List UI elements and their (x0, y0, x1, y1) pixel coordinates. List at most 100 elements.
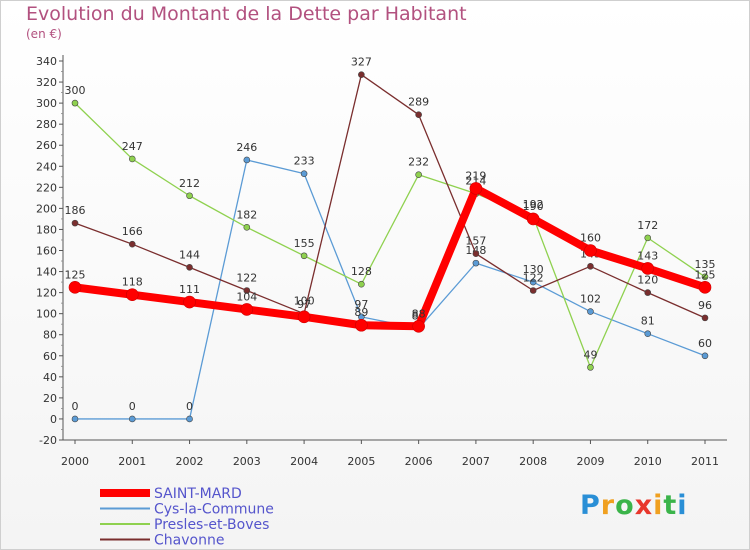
x-tick-label: 2007 (462, 455, 490, 468)
data-label-Presles-et-Boves: 300 (65, 84, 86, 97)
data-label-Cys-la-Commune: 60 (698, 337, 712, 350)
x-tick-label: 2006 (405, 455, 433, 468)
data-point-Chavonne (358, 71, 365, 78)
data-point-SAINT-MARD (240, 303, 254, 316)
x-tick-label: 2002 (176, 455, 204, 468)
x-tick-label: 2008 (519, 455, 547, 468)
data-point-Cys-la-Commune (529, 278, 537, 286)
y-tick-label: 0 (50, 413, 57, 426)
data-label-Chavonne: 166 (122, 225, 143, 238)
data-label-Chavonne: 100 (294, 295, 315, 308)
data-point-Presles-et-Boves (186, 192, 193, 200)
data-label-SAINT-MARD: 143 (637, 249, 658, 262)
data-point-Cys-la-Commune (701, 352, 709, 360)
data-point-Presles-et-Boves (644, 234, 652, 242)
data-point-Chavonne (415, 111, 422, 118)
data-label-SAINT-MARD: 125 (695, 268, 716, 281)
data-point-Presles-et-Boves (587, 364, 594, 371)
y-tick-label: 160 (36, 245, 57, 258)
data-point-Chavonne (587, 262, 594, 270)
data-point-Cys-la-Commune (71, 415, 79, 423)
data-point-Presles-et-Boves (71, 99, 79, 107)
data-label-Cys-la-Commune: 0 (186, 400, 193, 413)
data-point-Chavonne (71, 219, 79, 227)
data-point-SAINT-MARD (698, 281, 712, 294)
data-label-Chavonne: 122 (236, 272, 257, 285)
legend-label-Cys-la-Commune: Cys-la-Commune (154, 502, 274, 518)
y-tick-label: 340 (36, 55, 57, 68)
data-label-Chavonne: 327 (351, 56, 372, 69)
x-tick-label: 2000 (61, 455, 89, 468)
data-label-Presles-et-Boves: 214 (465, 175, 486, 188)
data-label-Chavonne: 120 (637, 274, 658, 287)
series-line-Presles-et-Boves (74, 102, 706, 369)
data-point-Cys-la-Commune (472, 259, 480, 267)
data-point-Chavonne (472, 250, 480, 257)
data-point-SAINT-MARD (526, 212, 540, 226)
data-label-Presles-et-Boves: 182 (236, 208, 257, 221)
data-label-Cys-la-Commune: 246 (236, 141, 257, 154)
data-label-Presles-et-Boves: 212 (179, 177, 200, 190)
legend-label-SAINT-MARD: SAINT-MARD (154, 486, 242, 502)
data-point-Cys-la-Commune (186, 415, 193, 423)
y-tick-label: 20 (43, 392, 57, 405)
data-label-SAINT-MARD: 111 (179, 283, 200, 296)
data-point-Presles-et-Boves (415, 171, 422, 178)
data-label-SAINT-MARD: 97 (297, 298, 311, 311)
y-tick-label: -20 (39, 434, 57, 447)
data-label-Cys-la-Commune: 130 (523, 263, 544, 276)
data-point-Presles-et-Boves (128, 155, 136, 163)
data-point-Chavonne (644, 289, 652, 296)
data-label-Chavonne: 186 (65, 204, 86, 217)
y-tick-label: 120 (36, 287, 57, 300)
series-line-SAINT-MARD (71, 184, 709, 331)
data-label-SAINT-MARD: 160 (580, 232, 601, 245)
legend-label-Chavonne: Chavonne (154, 533, 224, 549)
data-point-SAINT-MARD (68, 281, 82, 294)
data-label-SAINT-MARD: 89 (354, 306, 368, 319)
data-point-Cys-la-Commune (644, 330, 652, 337)
data-point-SAINT-MARD (297, 310, 311, 324)
x-tick-label: 2003 (233, 455, 261, 468)
data-label-Presles-et-Boves: 155 (294, 237, 315, 250)
data-point-Chavonne (128, 240, 136, 248)
y-tick-label: 180 (36, 223, 57, 236)
y-tick-label: 260 (36, 139, 57, 152)
data-label-Presles-et-Boves: 135 (695, 258, 716, 271)
data-point-Presles-et-Boves (300, 252, 308, 260)
y-tick-label: 80 (43, 329, 57, 342)
y-tick-label: 60 (43, 350, 57, 363)
data-label-Cys-la-Commune: 97 (354, 298, 368, 311)
data-label-SAINT-MARD: 118 (122, 276, 143, 289)
data-label-Chavonne: 289 (408, 96, 429, 109)
data-label-Cys-la-Commune: 0 (72, 400, 79, 413)
data-label-SAINT-MARD: 88 (412, 307, 426, 320)
data-point-SAINT-MARD (469, 182, 483, 195)
series-line-Cys-la-Commune (74, 159, 706, 420)
data-label-Cys-la-Commune: 81 (641, 315, 655, 328)
data-point-Chavonne (529, 287, 537, 294)
data-label-Presles-et-Boves: 172 (637, 219, 658, 232)
data-point-SAINT-MARD (355, 318, 368, 332)
data-point-SAINT-MARD (412, 319, 425, 333)
data-label-Cys-la-Commune: 0 (129, 400, 136, 413)
data-label-Presles-et-Boves: 49 (583, 348, 597, 361)
x-tick-label: 2010 (634, 455, 662, 468)
data-point-Chavonne (243, 287, 251, 294)
data-point-Presles-et-Boves (701, 273, 709, 281)
x-tick-label: 2005 (347, 455, 375, 468)
data-point-Presles-et-Boves (358, 280, 365, 288)
series-line-Chavonne (74, 74, 706, 319)
y-tick-label: 240 (36, 160, 57, 173)
y-tick-label: 220 (36, 181, 57, 194)
data-point-Cys-la-Commune (300, 170, 308, 177)
y-tick-label: 140 (36, 266, 57, 279)
data-label-Presles-et-Boves: 192 (523, 198, 544, 211)
chart-subtitle: (en €) (26, 27, 62, 41)
data-label-Cys-la-Commune: 233 (294, 155, 315, 168)
data-label-Chavonne: 144 (179, 248, 200, 261)
x-tick-label: 2009 (576, 455, 604, 468)
proxiti-logo: Proxiti (580, 490, 688, 521)
data-label-Presles-et-Boves: 247 (122, 140, 143, 153)
